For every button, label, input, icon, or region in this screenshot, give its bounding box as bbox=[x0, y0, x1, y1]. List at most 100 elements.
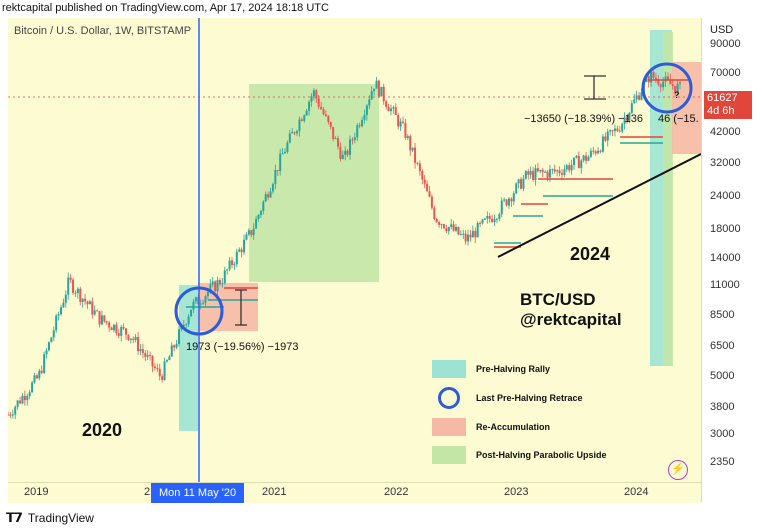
candle-body bbox=[527, 171, 530, 175]
candle-body bbox=[72, 279, 75, 293]
candle-body bbox=[662, 81, 665, 88]
price-axis[interactable]: USD 90000 70000 42000 32000 24000 18000 14000 1… bbox=[701, 18, 759, 502]
candle-body bbox=[310, 96, 313, 102]
candle-body bbox=[676, 83, 679, 93]
price-tick: 70000 bbox=[710, 66, 741, 79]
candle-body bbox=[587, 156, 590, 161]
currency-label[interactable]: USD bbox=[710, 24, 734, 36]
candle-body bbox=[389, 108, 392, 112]
chart-frame: Bitcoin / U.S. Dollar, 1W, BITSTAMP 2020… bbox=[8, 18, 759, 503]
candle-body bbox=[293, 132, 296, 134]
candle-body bbox=[245, 234, 248, 240]
symbol-line: Bitcoin / U.S. Dollar, 1W, BITSTAMP bbox=[14, 25, 192, 37]
candle-body bbox=[570, 165, 573, 171]
candle-body bbox=[228, 260, 231, 270]
candle-body bbox=[165, 360, 168, 362]
lightning-icon[interactable]: ⚡ bbox=[668, 460, 688, 480]
candle-body bbox=[170, 345, 173, 357]
candle-body bbox=[84, 298, 87, 302]
candle-body bbox=[377, 80, 380, 97]
candle-body bbox=[370, 91, 373, 100]
candle-body bbox=[474, 230, 477, 238]
candle-body bbox=[139, 349, 142, 352]
candle-body bbox=[158, 368, 161, 377]
price-tick: 5000 bbox=[710, 369, 735, 382]
legend-swatch bbox=[432, 360, 466, 378]
candle-body bbox=[483, 218, 486, 220]
candle-body bbox=[216, 280, 219, 292]
candle-body bbox=[577, 156, 580, 169]
candle-body bbox=[303, 115, 306, 121]
candle-body bbox=[426, 183, 429, 192]
candle-body bbox=[298, 119, 301, 132]
candle-body bbox=[654, 77, 657, 80]
candle-body bbox=[505, 199, 508, 206]
candle-body bbox=[507, 198, 510, 206]
candle-body bbox=[156, 368, 159, 370]
candle-body bbox=[517, 179, 520, 184]
footer-brand[interactable]: 𝗧𝟳 TradingView bbox=[6, 510, 94, 526]
candle-body bbox=[394, 107, 397, 115]
countdown-value: 4d 6h bbox=[707, 105, 735, 117]
candle-body bbox=[308, 101, 311, 111]
candle-body bbox=[105, 321, 108, 323]
candle-body bbox=[512, 193, 515, 202]
candle-body bbox=[33, 375, 36, 383]
current-price-tag: 61627 4d 6h bbox=[704, 91, 752, 119]
candle-body bbox=[247, 230, 250, 235]
candle-body bbox=[163, 361, 166, 380]
candle-body bbox=[88, 301, 91, 305]
candle-body bbox=[353, 137, 356, 140]
candle-body bbox=[493, 219, 496, 222]
candle-body bbox=[599, 150, 602, 152]
chart-area[interactable]: Bitcoin / U.S. Dollar, 1W, BITSTAMP 2020… bbox=[8, 18, 701, 482]
candle-body bbox=[606, 131, 609, 141]
candle-body bbox=[440, 224, 443, 226]
candle-body bbox=[565, 165, 568, 170]
candle-body bbox=[141, 349, 144, 353]
candle-body bbox=[98, 311, 101, 325]
candle-body bbox=[438, 222, 441, 225]
candle-body bbox=[218, 280, 221, 285]
candle-body bbox=[271, 184, 274, 192]
candle-body bbox=[551, 169, 554, 171]
candle-body bbox=[510, 198, 513, 202]
candle-body bbox=[23, 395, 26, 401]
candle-body bbox=[399, 121, 402, 127]
candle-body bbox=[274, 170, 277, 185]
legend-item-reaccumulation: Re-Accumulation bbox=[432, 418, 550, 436]
current-price-value: 61627 bbox=[707, 92, 738, 104]
support-trendline bbox=[497, 153, 701, 258]
candle-body bbox=[433, 207, 436, 219]
candle-body bbox=[206, 291, 209, 297]
zone-reaccumulation-2024 bbox=[672, 62, 701, 154]
candle-body bbox=[373, 88, 376, 92]
candle-body bbox=[666, 76, 669, 80]
publisher-line: rektcapital published on TradingView.com… bbox=[2, 2, 329, 14]
time-axis[interactable]: 2019 2 2021 2022 2023 2024 Mon 11 May '2… bbox=[8, 482, 701, 503]
candle-body bbox=[594, 151, 597, 154]
candle-body bbox=[175, 344, 178, 348]
candle-body bbox=[640, 92, 643, 100]
candle-body bbox=[182, 324, 185, 326]
measure-brackets bbox=[235, 75, 606, 326]
candle-body bbox=[168, 356, 171, 361]
candle-body bbox=[296, 131, 299, 134]
candle-body bbox=[336, 138, 339, 147]
legend-circle-icon bbox=[432, 387, 466, 409]
candle-body bbox=[199, 303, 202, 305]
candle-body bbox=[356, 125, 359, 138]
candle-body bbox=[257, 214, 260, 219]
retrace-circle-2020 bbox=[174, 286, 224, 336]
candle-body bbox=[609, 130, 612, 132]
range-markers bbox=[186, 79, 688, 308]
candle-body bbox=[276, 170, 279, 172]
candle-body bbox=[539, 169, 542, 172]
candle-body bbox=[91, 301, 94, 315]
price-tick: 24000 bbox=[710, 189, 741, 202]
candle-body bbox=[28, 392, 31, 397]
candle-body bbox=[479, 222, 482, 224]
candle-body bbox=[324, 114, 327, 116]
price-tick: 8500 bbox=[710, 308, 735, 321]
price-tick: 6500 bbox=[710, 339, 735, 352]
